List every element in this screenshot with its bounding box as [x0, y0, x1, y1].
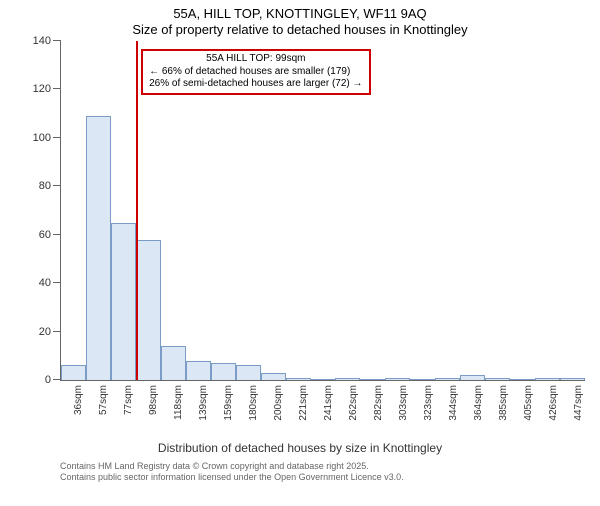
bar [335, 378, 360, 380]
x-axis-title: Distribution of detached houses by size … [0, 441, 600, 455]
x-tick-label: 98sqm [148, 385, 159, 415]
y-tick [53, 185, 61, 186]
x-tick-label: 139sqm [198, 385, 209, 421]
bar [385, 378, 410, 380]
x-tick-label: 57sqm [98, 385, 109, 415]
y-tick-label: 20 [39, 326, 51, 338]
bar [435, 378, 460, 380]
annotation-line1: ← 66% of detached houses are smaller (17… [149, 66, 362, 79]
x-tick-label: 323sqm [423, 385, 434, 421]
chart-title-line1: 55A, HILL TOP, KNOTTINGLEY, WF11 9AQ [0, 6, 600, 21]
bar [86, 116, 111, 380]
y-tick-label: 0 [45, 374, 51, 386]
bar [460, 375, 485, 380]
x-tick-label: 364sqm [473, 385, 484, 421]
footer-line2: Contains public sector information licen… [60, 472, 600, 483]
marker-line [136, 41, 138, 380]
annotation-box: 55A HILL TOP: 99sqm ← 66% of detached ho… [141, 49, 370, 95]
y-tick-label: 140 [33, 35, 51, 47]
y-tick-label: 120 [33, 83, 51, 95]
bar [510, 379, 535, 380]
x-tick-label: 344sqm [448, 385, 459, 421]
footer-text: Contains HM Land Registry data © Crown c… [60, 461, 600, 484]
bar [61, 365, 86, 380]
bar [410, 379, 435, 380]
bar [211, 363, 236, 380]
bar [535, 378, 560, 380]
bar [236, 365, 261, 380]
y-tick-label: 100 [33, 132, 51, 144]
x-tick-label: 200sqm [273, 385, 284, 421]
bar [311, 379, 336, 380]
annotation-title: 55A HILL TOP: 99sqm [149, 53, 362, 66]
x-tick-label: 36sqm [73, 385, 84, 415]
y-tick [53, 88, 61, 89]
bar [485, 378, 510, 380]
y-tick-label: 60 [39, 229, 51, 241]
bar [136, 240, 161, 380]
x-tick-label: 118sqm [173, 385, 184, 420]
x-tick-label: 426sqm [548, 385, 559, 421]
chart-area: Number of detached properties 55A HILL T… [60, 41, 585, 381]
y-tick [53, 234, 61, 235]
x-tick-label: 180sqm [248, 385, 259, 421]
x-tick-label: 447sqm [573, 385, 584, 421]
plot-area: 55A HILL TOP: 99sqm ← 66% of detached ho… [60, 41, 585, 381]
chart-title-line2: Size of property relative to detached ho… [0, 22, 600, 37]
x-tick-label: 262sqm [348, 385, 359, 421]
x-tick-label: 241sqm [323, 385, 334, 421]
y-tick-label: 80 [39, 180, 51, 192]
y-tick [53, 331, 61, 332]
footer-line1: Contains HM Land Registry data © Crown c… [60, 461, 600, 472]
bar [261, 373, 286, 380]
x-tick-label: 303sqm [398, 385, 409, 421]
bar [360, 379, 385, 380]
x-tick-label: 77sqm [123, 385, 134, 415]
bar [111, 223, 136, 380]
y-tick [53, 137, 61, 138]
annotation-line2: 26% of semi-detached houses are larger (… [149, 78, 362, 91]
bar [560, 378, 585, 380]
y-tick [53, 40, 61, 41]
x-tick-label: 221sqm [298, 385, 309, 421]
bar [186, 361, 211, 380]
bar [161, 346, 186, 380]
y-tick [53, 379, 61, 380]
y-tick-label: 40 [39, 277, 51, 289]
x-tick-label: 385sqm [498, 385, 509, 421]
bar [286, 378, 311, 380]
x-tick-label: 282sqm [373, 385, 384, 421]
x-labels-row: 36sqm 57sqm 77sqm 98sqm 118sqm 139sqm 159sqm 18… [60, 381, 585, 441]
x-tick-label: 405sqm [523, 385, 534, 421]
y-tick [53, 282, 61, 283]
x-tick-label: 159sqm [223, 385, 234, 421]
